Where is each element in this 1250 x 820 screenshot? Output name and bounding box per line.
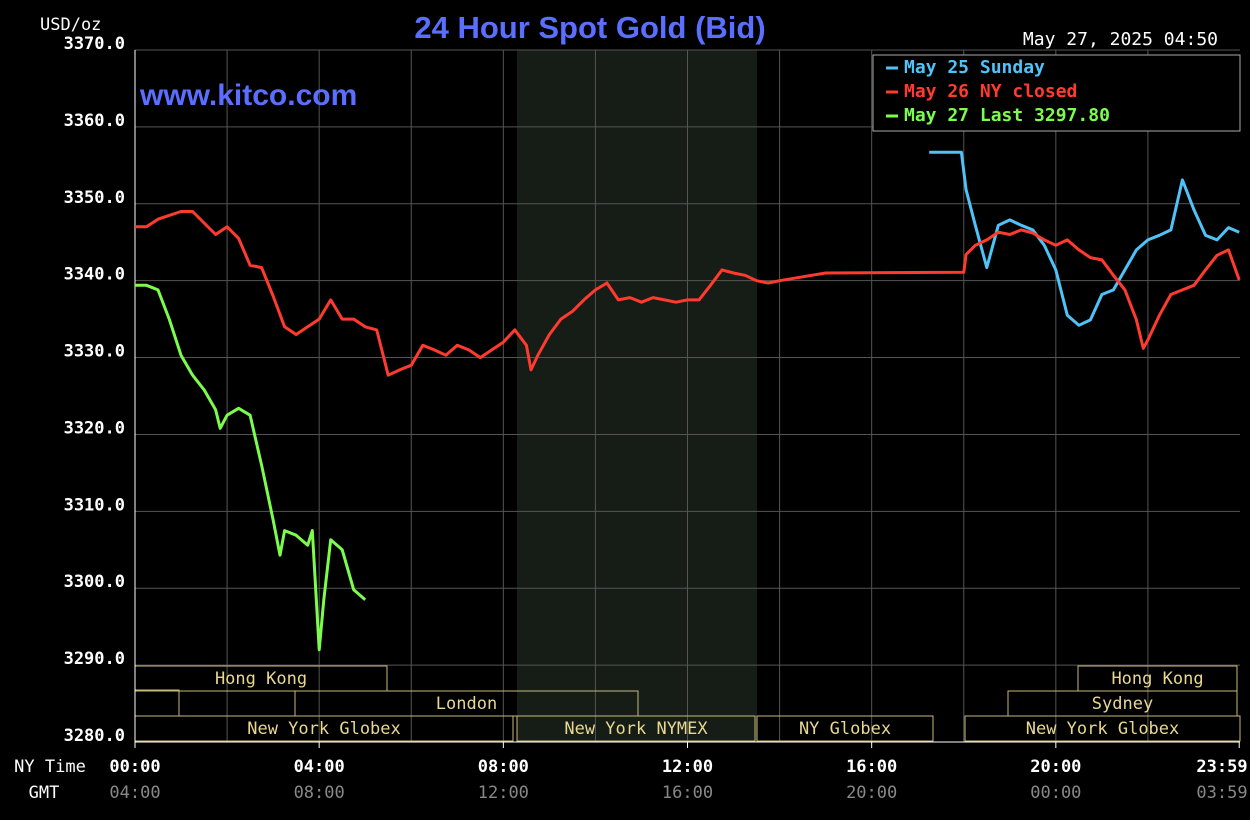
y-tick-label: 3370.0 [64,34,125,54]
legend: May 25 Sunday May 26 NY closed May 27 Last… [872,54,1241,132]
y-tick-label: 3290.0 [64,649,125,669]
x-tick-label: 04:00 [294,757,345,777]
legend-label: May 26 NY closed [904,81,1077,102]
gmt-tick-label: 03:59 [1196,783,1247,803]
session-shading [517,50,757,742]
x-tick-label: 16:00 [846,757,897,777]
series-line [135,283,367,652]
x-axis-label: NY Time [14,757,86,777]
gmt-tick-label: 00:00 [1030,783,1081,803]
series-line [929,150,1240,327]
y-tick-label: 3350.0 [64,188,125,208]
y-tick-label: 3340.0 [64,265,125,285]
session-box [964,715,1241,742]
watermark: www.kitco.com [139,79,357,112]
session-label: Hong Kong [1111,669,1203,689]
x-tick-label: 20:00 [1030,757,1081,777]
legend-label: May 25 Sunday [904,57,1045,78]
session-label: Sydney [1092,694,1153,714]
session-label: New York Globex [1026,719,1180,739]
legend-label: May 27 Last 3297.80 [904,105,1110,126]
gmt-tick-label: 04:00 [109,783,160,803]
y-tick-label: 3310.0 [64,495,125,515]
session-label: New York Globex [247,719,401,739]
session-box [756,715,934,742]
legend-box [872,54,1241,132]
session-box [516,715,756,742]
session-box [134,689,180,717]
y-tick-label: 3360.0 [64,111,125,131]
chart-title: 24 Hour Spot Gold (Bid) [414,10,765,45]
x-tick-label: 00:00 [109,757,160,777]
y-tick-label: 3300.0 [64,572,125,592]
x-tick-label: 23:59 [1196,757,1247,777]
session-label: Hong Kong [215,669,307,689]
y-tick-label: 3320.0 [64,418,125,438]
session-label: New York NYMEX [564,719,708,739]
gmt-tick-label: 16:00 [662,783,713,803]
gmt-tick-label: 12:00 [478,783,529,803]
y-tick-label: 3330.0 [64,342,125,362]
gmt-tick-label: 08:00 [294,783,345,803]
y-tick-label: 3280.0 [64,726,125,746]
timestamp: May 27, 2025 04:50 [1023,29,1218,50]
y-axis-label: USD/oz [40,15,101,35]
session-label: London [436,694,497,714]
session-label: NY Globex [799,719,891,739]
x-tick-label: 12:00 [662,757,713,777]
x2-axis-label: GMT [29,783,60,803]
series-line [135,210,1241,377]
gmt-tick-label: 20:00 [846,783,897,803]
x-tick-label: 08:00 [478,757,529,777]
